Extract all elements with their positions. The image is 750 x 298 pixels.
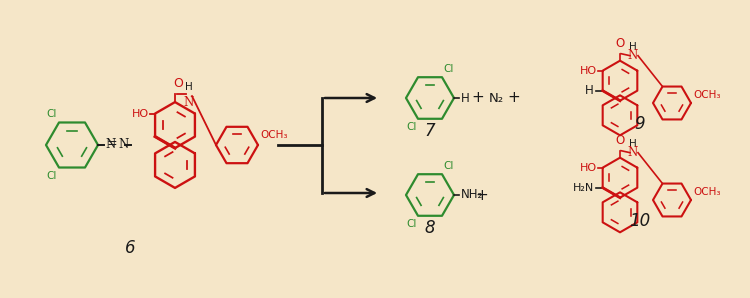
Text: OCH₃: OCH₃ <box>693 90 721 100</box>
Text: NH₂: NH₂ <box>461 189 483 201</box>
Text: Cl: Cl <box>46 170 57 181</box>
Text: OCH₃: OCH₃ <box>260 130 287 140</box>
Text: =: = <box>106 137 117 150</box>
Polygon shape <box>653 184 691 216</box>
Text: H: H <box>629 42 637 52</box>
Text: H: H <box>461 91 470 105</box>
Text: N: N <box>184 96 194 109</box>
Text: +: + <box>508 91 520 105</box>
Polygon shape <box>653 86 691 119</box>
Polygon shape <box>155 142 195 188</box>
Text: Cl: Cl <box>406 219 417 229</box>
Polygon shape <box>46 122 98 167</box>
Text: N: N <box>628 146 638 159</box>
Text: 10: 10 <box>629 212 650 230</box>
Text: N₂: N₂ <box>488 91 503 105</box>
Text: H: H <box>629 139 637 149</box>
Text: H₂N: H₂N <box>572 183 594 193</box>
Polygon shape <box>603 95 638 135</box>
Text: O: O <box>615 134 625 147</box>
Text: N: N <box>105 137 116 150</box>
Text: Cl: Cl <box>443 161 453 171</box>
Text: 8: 8 <box>424 219 435 237</box>
Polygon shape <box>155 102 195 148</box>
Text: HO: HO <box>580 163 597 173</box>
Polygon shape <box>603 61 638 101</box>
Polygon shape <box>406 77 454 119</box>
Text: Cl: Cl <box>46 109 57 119</box>
Text: N: N <box>118 137 128 150</box>
Text: O: O <box>615 37 625 50</box>
Polygon shape <box>216 127 258 163</box>
Text: O: O <box>173 77 183 90</box>
Polygon shape <box>603 192 638 232</box>
Text: Cl: Cl <box>443 64 453 74</box>
Text: N: N <box>628 49 638 62</box>
Text: +: + <box>472 91 484 105</box>
Text: Cl: Cl <box>406 122 417 132</box>
Text: 6: 6 <box>124 239 135 257</box>
Polygon shape <box>603 158 638 198</box>
Text: +: + <box>476 187 488 203</box>
Polygon shape <box>406 174 454 216</box>
Text: OCH₃: OCH₃ <box>693 187 721 197</box>
Text: HO: HO <box>580 66 597 76</box>
Text: HO: HO <box>132 108 149 119</box>
Text: 9: 9 <box>634 115 645 133</box>
Text: H: H <box>585 84 594 97</box>
Text: H: H <box>185 82 193 92</box>
Text: 7: 7 <box>424 122 435 140</box>
